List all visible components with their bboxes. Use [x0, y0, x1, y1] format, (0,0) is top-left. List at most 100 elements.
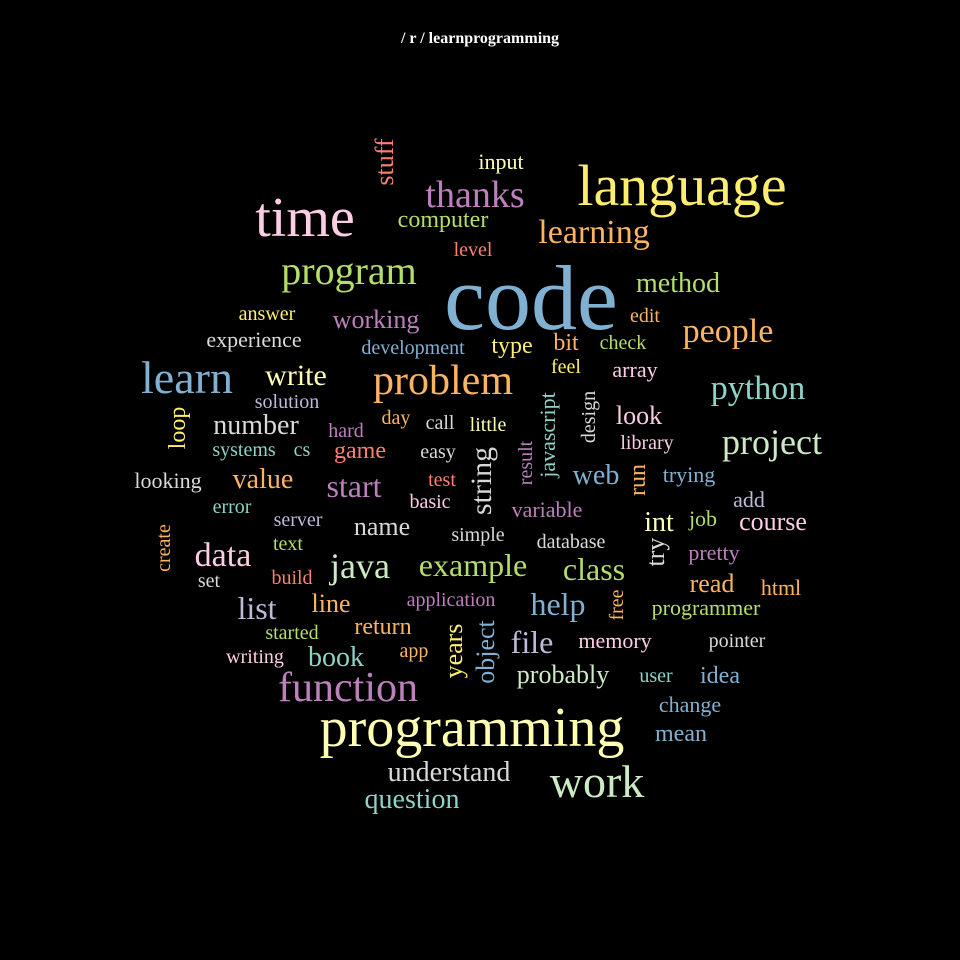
cloud-word-computer: computer [397, 207, 489, 233]
cloud-word-help: help [530, 586, 586, 622]
cloud-word-pretty: pretty [688, 540, 740, 565]
cloud-word-user: user [639, 665, 673, 687]
cloud-word-course: course [739, 507, 807, 536]
cloud-word-pointer: pointer [708, 630, 766, 652]
cloud-word-free: free [606, 589, 628, 621]
cloud-word-text: text [273, 533, 303, 555]
cloud-title: / r / learnprogramming [400, 30, 560, 47]
cloud-word-add: add [733, 487, 765, 512]
cloud-word-app: app [399, 640, 429, 662]
cloud-word-call: call [425, 412, 455, 434]
cloud-word-people: people [682, 313, 774, 350]
cloud-word-example: example [418, 547, 528, 583]
cloud-word-writing: writing [226, 646, 284, 668]
cloud-word-build: build [271, 567, 313, 589]
cloud-word-data: data [194, 537, 252, 574]
cloud-word-set: set [197, 570, 221, 592]
cloud-word-job: job [688, 506, 718, 531]
cloud-word-design: design [578, 390, 600, 444]
cloud-word-feel: feel [551, 356, 581, 378]
cloud-word-programming: programming [319, 697, 625, 759]
cloud-word-cs: cs [293, 439, 311, 461]
cloud-word-language: language [577, 153, 787, 218]
cloud-word-code: code [444, 247, 618, 349]
cloud-word-database: database [536, 531, 606, 553]
cloud-word-library: library [620, 432, 674, 454]
cloud-word-loop: loop [165, 406, 191, 450]
cloud-word-javascript: javascript [535, 392, 560, 478]
cloud-word-run: run [625, 464, 651, 496]
cloud-word-mean: mean [655, 721, 707, 747]
cloud-word-html: html [760, 575, 802, 600]
cloud-word-function: function [278, 665, 418, 711]
cloud-word-type: type [491, 333, 533, 359]
cloud-word-result: result [515, 440, 537, 486]
cloud-word-learn: learn [141, 352, 233, 403]
cloud-word-time: time [255, 187, 355, 249]
cloud-word-create: create [153, 524, 175, 572]
cloud-word-program: program [281, 248, 417, 293]
cloud-word-question: question [364, 784, 460, 815]
cloud-word-check: check [599, 332, 647, 354]
cloud-word-memory: memory [578, 628, 652, 653]
cloud-word-probably: probably [516, 660, 610, 689]
cloud-word-level: level [453, 239, 493, 261]
cloud-word-read: read [689, 569, 735, 598]
cloud-word-server: server [273, 509, 323, 531]
cloud-word-bit: bit [553, 330, 579, 356]
cloud-word-start: start [326, 468, 382, 504]
cloud-word-answer: answer [238, 303, 296, 325]
cloud-word-java: java [330, 546, 390, 586]
cloud-word-solution: solution [254, 391, 320, 413]
cloud-word-file: file [510, 624, 554, 660]
cloud-word-idea: idea [700, 663, 740, 689]
cloud-word-value: value [232, 464, 294, 495]
cloud-word-looking: looking [134, 468, 202, 493]
cloud-word-trying: trying [662, 462, 716, 487]
cloud-word-years: years [439, 623, 468, 679]
cloud-word-day: day [381, 407, 411, 429]
cloud-word-experience: experience [206, 327, 302, 352]
cloud-word-class: class [562, 551, 626, 587]
cloud-word-hard: hard [328, 420, 364, 442]
cloud-word-working: working [332, 305, 420, 334]
cloud-word-name: name [353, 512, 411, 541]
cloud-word-book: book [308, 642, 364, 673]
cloud-word-test: test [428, 469, 456, 491]
cloud-word-method: method [636, 268, 720, 299]
cloud-word-write: write [265, 359, 327, 392]
cloud-word-error: error [212, 496, 252, 518]
cloud-word-stuff: stuff [370, 138, 399, 186]
cloud-word-programmer: programmer [651, 595, 761, 620]
cloud-word-understand: understand [387, 757, 511, 788]
cloud-word-thanks: thanks [425, 174, 525, 216]
cloud-word-started: started [265, 622, 319, 644]
cloud-word-array: array [612, 357, 658, 382]
cloud-word-systems: systems [212, 439, 276, 461]
cloud-word-little: little [469, 414, 507, 436]
cloud-word-change: change [658, 692, 722, 717]
cloud-word-string: string [465, 446, 498, 516]
cloud-word-number: number [213, 410, 299, 441]
cloud-word-problem: problem [373, 358, 513, 404]
cloud-word-return: return [354, 614, 412, 640]
cloud-word-easy: easy [420, 441, 456, 463]
cloud-word-web: web [572, 460, 620, 491]
cloud-word-development: development [361, 337, 465, 359]
cloud-word-application: application [406, 589, 496, 611]
cloud-word-int: int [644, 507, 674, 538]
cloud-word-python: python [710, 370, 806, 407]
cloud-word-line: line [311, 589, 351, 618]
cloud-word-basic: basic [409, 491, 451, 513]
cloud-word-try: try [641, 537, 670, 567]
cloud-word-object: object [471, 620, 500, 684]
cloud-word-input: input [478, 149, 524, 174]
cloud-word-list: list [237, 590, 277, 626]
cloud-word-learning: learning [538, 214, 650, 251]
cloud-word-simple: simple [451, 524, 505, 546]
cloud-word-project: project [722, 422, 822, 462]
cloud-word-look: look [615, 401, 663, 430]
cloud-word-variable: variable [511, 497, 583, 522]
